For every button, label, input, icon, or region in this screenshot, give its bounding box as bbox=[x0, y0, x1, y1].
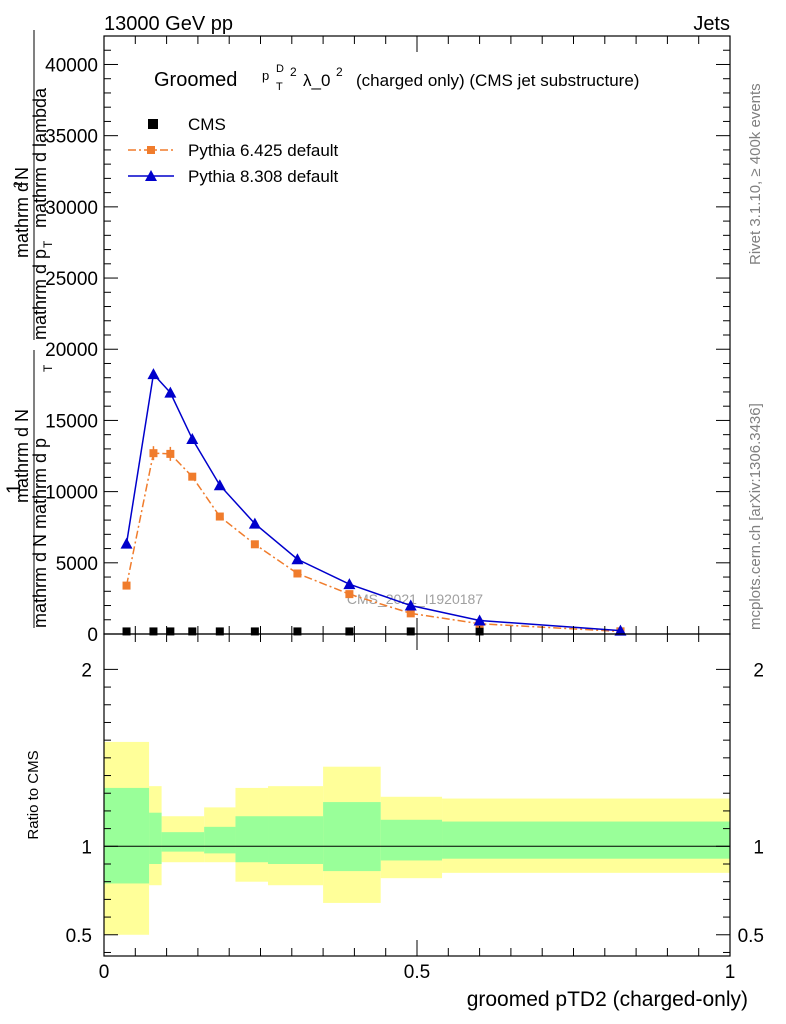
main-y-tick-label: 30000 bbox=[45, 198, 98, 219]
cms-point bbox=[345, 627, 354, 636]
title-symbol-p: p bbox=[262, 68, 269, 83]
ylabel-right-num-sup: 2 bbox=[11, 181, 25, 188]
title-prefix: Groomed bbox=[154, 69, 237, 91]
legend-label: Pythia 8.308 default bbox=[188, 167, 339, 186]
title-sup-2b: 2 bbox=[336, 65, 343, 79]
pythia6-point bbox=[345, 590, 354, 599]
title-sup-d: D bbox=[276, 63, 284, 75]
pythia8-point bbox=[164, 386, 177, 398]
legend-marker-pythia8 bbox=[145, 170, 157, 181]
main-x-ticks bbox=[103, 36, 731, 634]
pythia6-point bbox=[215, 512, 224, 521]
ratio-y-tick-label-right: 2 bbox=[753, 660, 764, 681]
title-suffix: (charged only) (CMS jet substructure) bbox=[356, 71, 639, 90]
ratio-y-axis: 0.5 0.5 1 1 2 2 bbox=[66, 660, 764, 953]
legend-label: Pythia 6.425 default bbox=[188, 141, 339, 160]
ylabel-one: 1 bbox=[4, 483, 25, 494]
ratio-band-green bbox=[161, 832, 205, 852]
pythia8-point bbox=[343, 578, 356, 590]
cms-point bbox=[215, 627, 224, 636]
category-label: Jets bbox=[693, 13, 730, 35]
ratio-band-green bbox=[149, 812, 162, 864]
ratio-band-green bbox=[268, 816, 324, 864]
pythia6-point bbox=[293, 569, 302, 578]
main-y-tick-label: 35000 bbox=[45, 127, 98, 148]
cms-point bbox=[122, 627, 131, 636]
pythia6-point bbox=[122, 581, 131, 590]
cms-point bbox=[293, 627, 302, 636]
mcplots-label: mcplots.cern.ch [arXiv:1306.3436] bbox=[747, 403, 764, 630]
pythia8-point bbox=[614, 624, 627, 636]
series-line-2 bbox=[125, 372, 621, 632]
ylabel-frac-den-sub: T bbox=[41, 364, 55, 372]
ylabel-right-den-sub: T bbox=[41, 240, 55, 248]
main-y-tick-label: 5000 bbox=[56, 554, 98, 575]
pythia8-point bbox=[404, 599, 417, 611]
title-sub-t: T bbox=[276, 81, 283, 93]
ylabel-right-den-tail: mathrm d lambda bbox=[30, 87, 50, 228]
pythia8-point bbox=[291, 553, 304, 565]
ratio-band-green bbox=[380, 819, 443, 861]
ratio-band-green bbox=[235, 816, 269, 863]
ratio-band-green bbox=[104, 787, 150, 884]
cms-point bbox=[166, 627, 175, 636]
cms-point bbox=[406, 627, 415, 636]
x-tick-label: 0 bbox=[99, 962, 110, 983]
ylabel-right-den: mathrm d p bbox=[30, 249, 50, 340]
main-y-tick-label: 15000 bbox=[45, 411, 98, 432]
x-axis-label: groomed pTD2 (charged-only) bbox=[467, 988, 748, 1011]
cms-point bbox=[250, 627, 259, 636]
ratio-bands bbox=[104, 741, 730, 935]
y-axis-label: 1 mathrm d N mathrm d N mathrm d p T mat… bbox=[4, 30, 55, 628]
x-axis: 0 0.5 1 bbox=[99, 634, 736, 983]
x-tick-label: 1 bbox=[725, 962, 736, 983]
pythia8-point bbox=[248, 517, 261, 529]
main-y-tick-label: 0 bbox=[87, 625, 98, 646]
main-y-tick-label: 20000 bbox=[45, 340, 98, 361]
legend-label: CMS bbox=[188, 115, 226, 134]
ylabel-right-num-tail: N bbox=[12, 167, 32, 180]
main-series-layer bbox=[120, 368, 627, 636]
main-y-axis: 0 5000 10000 15000 20000 25000 30000 35000 40000 bbox=[45, 35, 730, 646]
x-tick-label: 0.5 bbox=[404, 962, 430, 983]
ylabel-frac-num: mathrm d N bbox=[12, 409, 32, 503]
ylabel-frac-den: mathrm d N mathrm d p bbox=[30, 438, 50, 628]
rivet-label: Rivet 3.1.10, ≥ 400k events bbox=[747, 83, 764, 265]
ratio-y-tick-label-right: 0.5 bbox=[738, 926, 764, 947]
ratio-band-green bbox=[204, 826, 236, 854]
main-y-tick-label: 25000 bbox=[45, 269, 98, 290]
ratio-y-tick-label-right: 1 bbox=[753, 837, 764, 858]
pythia8-point bbox=[213, 479, 226, 491]
main-y-tick-label: 40000 bbox=[45, 55, 98, 76]
pythia6-point bbox=[188, 472, 197, 481]
ratio-y-tick-label: 0.5 bbox=[66, 926, 92, 947]
title-lambda: λ_0 bbox=[303, 71, 330, 90]
pythia8-point bbox=[120, 537, 133, 549]
ratio-band-green bbox=[323, 802, 381, 872]
ratio-y-tick-label: 2 bbox=[81, 660, 92, 681]
ratio-y-tick-label: 1 bbox=[81, 837, 92, 858]
pythia6-point bbox=[406, 609, 415, 618]
pythia8-point bbox=[186, 432, 199, 444]
energy-label: 13000 GeV pp bbox=[104, 13, 233, 35]
main-y-tick-label: 10000 bbox=[45, 483, 98, 504]
ratio-y-label: Ratio to CMS bbox=[25, 750, 42, 839]
ratio-panel-frame bbox=[103, 633, 731, 957]
title-sup-2: 2 bbox=[290, 65, 297, 79]
legend: CMS Pythia 6.425 default Pythia 8.308 defa… bbox=[128, 115, 339, 186]
pythia8-point bbox=[147, 368, 160, 380]
legend-marker-cms bbox=[148, 119, 158, 129]
pythia6-point bbox=[250, 540, 259, 549]
chart-title: Groomed p D T 2 λ_0 2 (charged only) (CM… bbox=[154, 63, 639, 93]
cms-point bbox=[188, 627, 197, 636]
ratio-band-green bbox=[442, 821, 730, 859]
ylabel-right-num: mathrm d bbox=[12, 182, 32, 258]
legend-marker-pythia6 bbox=[147, 146, 155, 154]
cms-point bbox=[149, 627, 158, 636]
pythia8-point bbox=[473, 614, 486, 626]
